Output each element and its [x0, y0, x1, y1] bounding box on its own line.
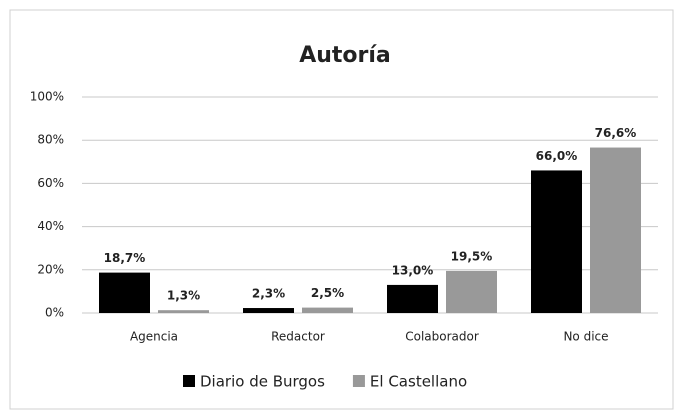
bar [446, 270, 497, 313]
bar [590, 147, 641, 313]
value-label: 2,5% [311, 286, 344, 300]
bar [387, 284, 438, 313]
legend-swatch [352, 375, 365, 387]
x-tick-label: Colaborador [405, 330, 479, 344]
y-tick-label: 100% [30, 90, 64, 104]
value-label: 1,3% [167, 289, 200, 303]
bar [243, 308, 294, 313]
value-label: 76,6% [595, 126, 637, 140]
value-label: 66,0% [536, 149, 578, 163]
y-tick-label: 60% [37, 176, 64, 190]
bar [302, 307, 353, 313]
value-label: 2,3% [252, 287, 285, 301]
value-label: 18,7% [104, 251, 146, 265]
x-tick-label: Agencia [130, 330, 178, 344]
value-label: 19,5% [451, 249, 493, 263]
x-tick-label: Redactor [271, 330, 325, 344]
legend-swatch [183, 375, 195, 387]
bar [99, 272, 150, 313]
bar [531, 170, 582, 313]
y-tick-label: 80% [37, 133, 64, 147]
legend-label: Diario de Burgos [200, 373, 325, 391]
value-label: 13,0% [392, 263, 434, 277]
y-tick-label: 20% [37, 262, 64, 276]
chart-title: Autoría [299, 43, 391, 68]
y-tick-label: 40% [37, 219, 64, 233]
legend-label: El Castellano [370, 373, 467, 391]
x-tick-label: No dice [563, 330, 608, 344]
y-tick-label: 0% [45, 306, 64, 320]
bar [158, 310, 209, 313]
